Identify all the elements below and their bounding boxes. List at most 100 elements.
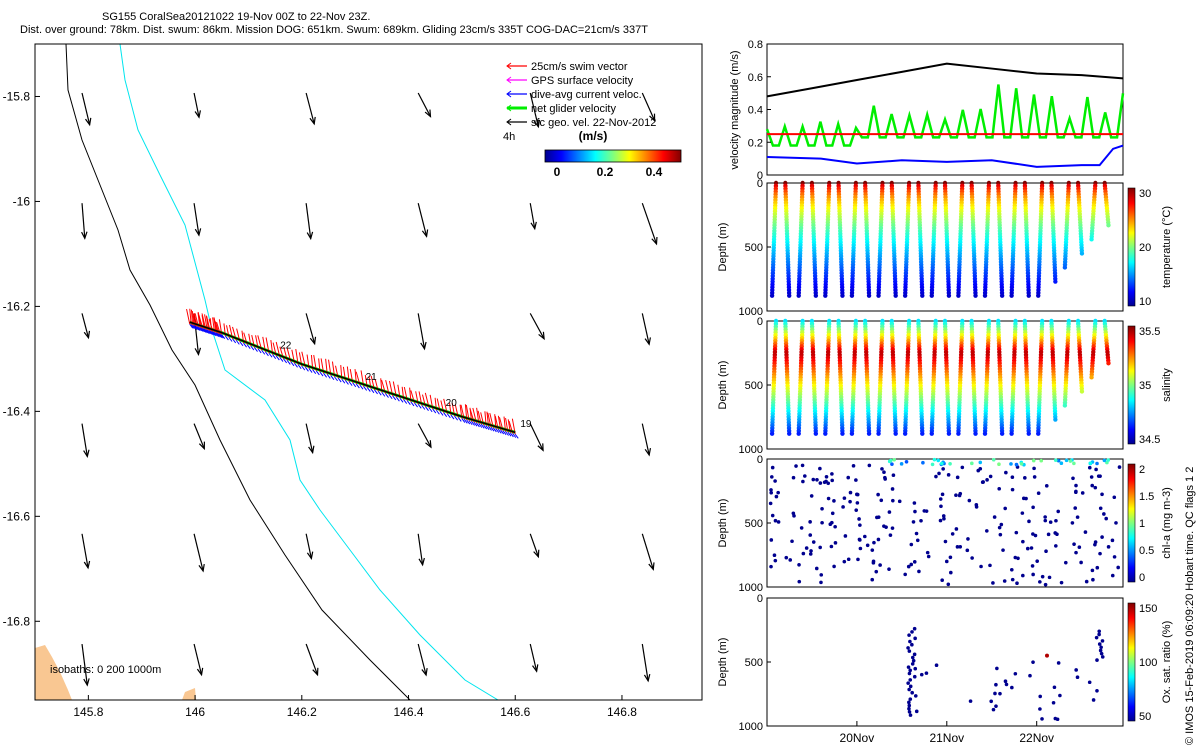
data-point — [906, 646, 910, 650]
data-point — [1099, 651, 1104, 656]
data-point — [773, 518, 778, 523]
data-point — [1084, 579, 1089, 584]
data-point — [1062, 403, 1068, 408]
geo-arrow-head — [83, 330, 91, 340]
geo-arrow-head — [532, 664, 539, 673]
data-point — [917, 569, 921, 574]
data-point — [1059, 461, 1064, 466]
colorbar-label: chl-a (mg m-3) — [1161, 487, 1173, 559]
geo-arrow-shaft — [193, 643, 203, 675]
data-point — [1040, 574, 1045, 579]
data-point — [985, 478, 989, 482]
data-point — [1010, 685, 1014, 690]
data-point — [909, 562, 914, 567]
colorbar-tick-1: 0.2 — [597, 165, 614, 179]
geo-arrow-shaft — [529, 423, 544, 451]
data-point — [980, 480, 985, 485]
data-point — [1013, 555, 1018, 560]
geo-arrow-shaft — [81, 643, 88, 686]
velocity-ytick-label: 0.4 — [748, 105, 763, 117]
data-point — [846, 475, 851, 480]
depth-ytick-label: 500 — [745, 518, 763, 530]
geo-arrow-head — [306, 551, 314, 561]
data-point — [994, 682, 998, 687]
colorbar-tick-label: 10 — [1139, 296, 1151, 308]
geo-arrow-shaft — [641, 643, 649, 681]
data-point — [1047, 575, 1052, 580]
depth-ytick-label: 0 — [757, 178, 763, 190]
legend-label: net glider velocity — [531, 103, 616, 115]
legend-arrowhead — [506, 104, 512, 112]
data-point — [943, 539, 948, 544]
current-vector — [370, 388, 375, 394]
data-point — [811, 540, 816, 544]
data-point — [892, 457, 896, 462]
velocity-panel: 0 0.2 0.4 0.6 0.8 velocity magnitude (m/s) — [729, 39, 1125, 182]
current-vector — [315, 370, 320, 376]
data-point — [799, 526, 804, 530]
current-vector — [235, 340, 240, 345]
data-point — [841, 505, 845, 509]
map-ytick-label: -16.4 — [3, 404, 31, 418]
data-point — [890, 526, 895, 530]
geo-arrow-shaft — [641, 423, 650, 456]
data-point — [910, 655, 915, 660]
data-point — [1052, 685, 1057, 690]
data-point — [979, 564, 983, 569]
current-vector — [421, 405, 426, 410]
data-point — [1056, 509, 1061, 514]
current-vector — [200, 327, 205, 333]
geo-arrow-shaft — [417, 313, 426, 349]
data-point — [893, 431, 898, 436]
data-point — [818, 481, 823, 485]
data-point — [1075, 515, 1080, 519]
data-point — [985, 529, 989, 533]
current-vector — [257, 348, 262, 354]
geo-arrow-shaft — [81, 92, 91, 125]
data-point — [773, 558, 778, 563]
data-point — [1075, 675, 1080, 680]
colorbar-tick-label: 30 — [1139, 188, 1151, 200]
data-point — [849, 293, 855, 298]
oxygen-colorbar — [1127, 602, 1136, 722]
geo-arrow-head — [644, 448, 652, 457]
geo-arrow-head — [194, 110, 201, 119]
data-point — [878, 563, 882, 567]
swim-vector — [186, 308, 191, 325]
data-point — [1044, 484, 1049, 488]
data-point — [998, 532, 1003, 537]
velocity-frame — [766, 43, 1124, 176]
geo-arrow-shaft — [641, 313, 650, 345]
data-point — [876, 492, 880, 497]
data-point — [912, 560, 917, 564]
data-point — [970, 556, 974, 560]
data-point — [891, 498, 895, 503]
data-point — [769, 431, 775, 436]
data-point — [890, 462, 894, 466]
data-point — [1064, 458, 1069, 463]
current-vector — [275, 355, 280, 361]
data-point — [1025, 546, 1030, 551]
data-point — [946, 582, 951, 587]
current-vector — [189, 323, 194, 329]
data-point — [866, 293, 872, 298]
data-point — [973, 293, 978, 298]
data-point — [1098, 648, 1103, 653]
data-point — [1009, 567, 1014, 572]
colorbar-label: temperature (°C) — [1161, 206, 1173, 288]
data-point — [982, 431, 988, 436]
data-point — [866, 431, 872, 436]
data-point — [1038, 707, 1042, 711]
data-point — [769, 564, 773, 569]
depth-ytick-label: 1000 — [739, 582, 763, 594]
data-point — [893, 293, 898, 298]
data-point — [988, 563, 992, 568]
data-point — [813, 431, 819, 436]
data-point — [1053, 716, 1058, 721]
data-point — [851, 464, 856, 468]
colorbar-tick-label: 150 — [1139, 603, 1157, 615]
data-point — [910, 630, 914, 634]
geo-arrow-shaft — [305, 92, 315, 124]
current-vector — [243, 342, 247, 348]
data-point — [989, 699, 994, 704]
